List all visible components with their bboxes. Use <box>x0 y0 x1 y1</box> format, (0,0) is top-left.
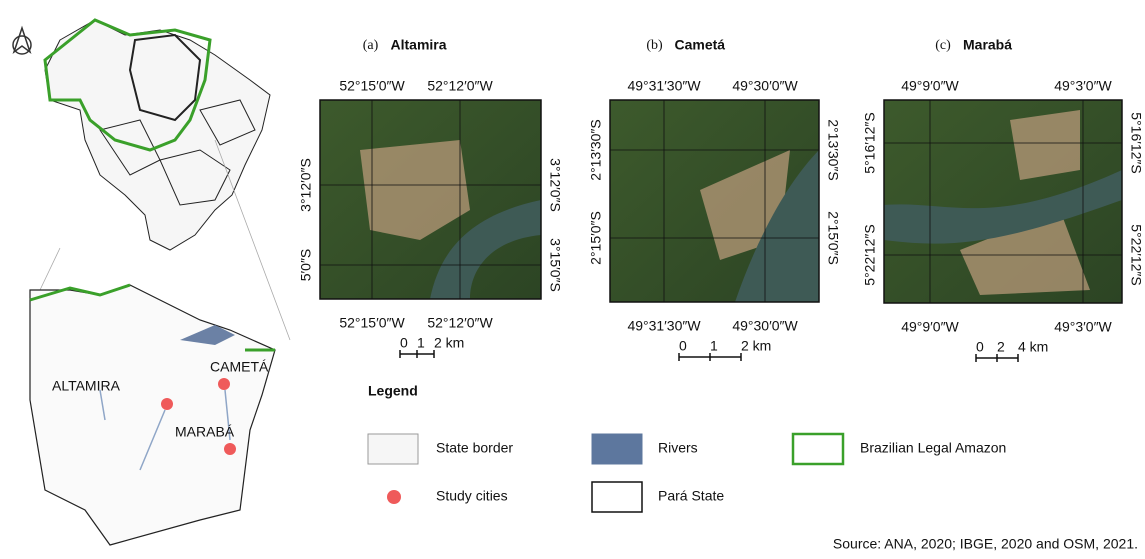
source: Source: ANA, 2020; IBGE, 2020 and OSM, 2… <box>833 536 1138 552</box>
bottom-tick-label: 49°31′30″W <box>627 318 701 334</box>
scale-bar <box>400 350 434 358</box>
city-label: CAMETÁ <box>210 359 269 375</box>
city-name: Altamira <box>391 37 447 53</box>
legend-swatch <box>387 490 401 504</box>
scale-label: 2 <box>997 339 1005 355</box>
legend: Legend State border Rivers Brazilian Legal … <box>368 383 1006 512</box>
top-tick-label: 49°9′0″W <box>901 78 959 94</box>
para-map <box>30 285 275 545</box>
panel: (c) Marabá 49°9′0″W 49°9′0″W 49°3′0″W 49°3′0″… <box>862 37 1145 362</box>
scale-bar <box>679 353 741 361</box>
scale-label: 0 <box>679 338 687 354</box>
scale-label: 4 km <box>1018 339 1048 355</box>
brazil-map <box>45 20 270 250</box>
bottom-tick-label: 49°30′0″W <box>732 318 798 334</box>
bottom-tick-label: 52°12′0″W <box>427 315 493 331</box>
scale-label: 0 <box>400 335 408 351</box>
study-city <box>161 398 173 410</box>
left-tick-label: 5′0″S <box>298 249 314 282</box>
right-tick-label: 3°12′0″S <box>547 158 563 212</box>
legend-label: State border <box>436 440 513 456</box>
city-name: Marabá <box>963 37 1012 53</box>
legend-swatch <box>592 482 642 512</box>
right-tick-label: 5°16′12″S <box>1128 112 1144 173</box>
left-tick-label: 3°12′0″S <box>298 158 314 212</box>
right-tick-label: 3°15′0″S <box>547 238 563 292</box>
legend-swatch <box>368 434 418 464</box>
city-label: ALTAMIRA <box>52 378 121 394</box>
city-name: Cametá <box>675 37 726 53</box>
top-tick-label: 49°31′30″W <box>627 78 701 94</box>
legend-title: Legend <box>368 383 418 399</box>
left-tick-label: 2°13′30″S <box>588 119 604 180</box>
scale-label: 1 <box>417 335 425 351</box>
bottom-tick-label: 49°9′0″W <box>901 319 959 335</box>
legend-swatch <box>592 434 642 464</box>
scale-label: 2 km <box>434 335 464 351</box>
urban-area <box>1010 110 1080 180</box>
panel-label: (b) <box>646 38 663 53</box>
scale-bar <box>976 354 1018 362</box>
scale-label: 2 km <box>741 338 771 354</box>
left-tick-label: 5°16′12″S <box>862 112 878 173</box>
legend-label: Brazilian Legal Amazon <box>860 440 1006 456</box>
study-city <box>218 378 230 390</box>
top-tick-label: 49°30′0″W <box>732 78 798 94</box>
figure: (a) Altamira 52°15′0″W 52°15′0″W 52°12′0″W 52… <box>0 0 1145 559</box>
legend-label: Pará State <box>658 488 724 504</box>
panel: (a) Altamira 52°15′0″W 52°15′0″W 52°12′0″W 52… <box>298 37 564 358</box>
bottom-tick-label: 52°15′0″W <box>339 315 405 331</box>
right-tick-label: 2°13′30″S <box>825 119 841 180</box>
study-city <box>224 443 236 455</box>
city-label: MARABÁ <box>175 424 235 440</box>
top-tick-label: 52°12′0″W <box>427 78 493 94</box>
right-tick-label: 5°22′12″S <box>1128 224 1144 285</box>
legend-swatch <box>793 434 843 464</box>
left-tick-label: 5°22′12″S <box>862 224 878 285</box>
right-tick-label: 2°15′0″S <box>825 211 841 265</box>
scale-label: 0 <box>976 339 984 355</box>
top-tick-label: 52°15′0″W <box>339 78 405 94</box>
panel-label: (c) <box>935 38 951 53</box>
panel: (b) Cametá 49°31′30″W 49°31′30″W 49°30′0″W 49… <box>588 37 842 361</box>
panel-label: (a) <box>363 38 379 53</box>
panels: (a) Altamira 52°15′0″W 52°15′0″W 52°12′0″W 52… <box>298 37 1145 362</box>
top-tick-label: 49°3′0″W <box>1054 78 1112 94</box>
legend-label: Study cities <box>436 488 508 504</box>
scale-label: 1 <box>710 338 718 354</box>
bottom-tick-label: 49°3′0″W <box>1054 319 1112 335</box>
north-arrow <box>13 28 31 54</box>
left-tick-label: 2°15′0″S <box>588 211 604 265</box>
legend-label: Rivers <box>658 440 698 456</box>
